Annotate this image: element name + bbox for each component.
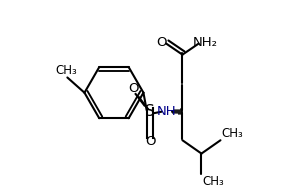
Text: O: O: [156, 36, 167, 49]
Text: O: O: [145, 135, 155, 148]
Text: S: S: [145, 104, 155, 119]
Text: NH₂: NH₂: [192, 36, 217, 49]
Text: O: O: [128, 82, 139, 95]
Text: NH: NH: [157, 105, 176, 118]
Text: CH₃: CH₃: [202, 175, 224, 188]
Text: CH₃: CH₃: [221, 127, 243, 140]
Text: CH₃: CH₃: [56, 64, 77, 77]
